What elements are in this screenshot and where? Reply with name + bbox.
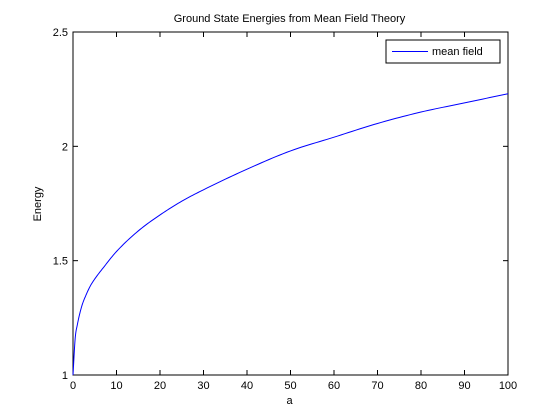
x-tick-label: 70 <box>371 380 383 392</box>
x-tick-label: 80 <box>415 380 427 392</box>
x-tick-label: 40 <box>241 380 253 392</box>
y-axis-label: Energy <box>32 186 44 221</box>
y-tick-label: 1.5 <box>53 256 68 268</box>
legend-label-mean-field: mean field <box>432 46 483 58</box>
y-tick-label: 2.5 <box>53 27 68 39</box>
y-tick-label: 1 <box>62 370 68 382</box>
chart-title: Ground State Energies from Mean Field Th… <box>174 13 406 25</box>
x-tick-label: 20 <box>154 380 166 392</box>
x-tick-label: 100 <box>499 380 517 392</box>
x-axis-label: a <box>286 395 293 407</box>
x-tick-label: 90 <box>458 380 470 392</box>
x-tick-label: 0 <box>70 380 76 392</box>
x-tick-label: 10 <box>110 380 122 392</box>
x-tick-label: 30 <box>197 380 209 392</box>
legend-box <box>385 39 501 64</box>
x-tick-label: 50 <box>284 380 296 392</box>
y-tick-label: 2 <box>62 141 68 153</box>
x-tick-label: 60 <box>328 380 340 392</box>
axis-ticks: 0 10 20 30 40 50 60 70 80 90 100 1 1.5 2 2.5 <box>53 27 517 392</box>
series-line-mean-field <box>72 93 509 376</box>
legend: mean field <box>385 39 501 64</box>
plot-area <box>72 31 509 376</box>
